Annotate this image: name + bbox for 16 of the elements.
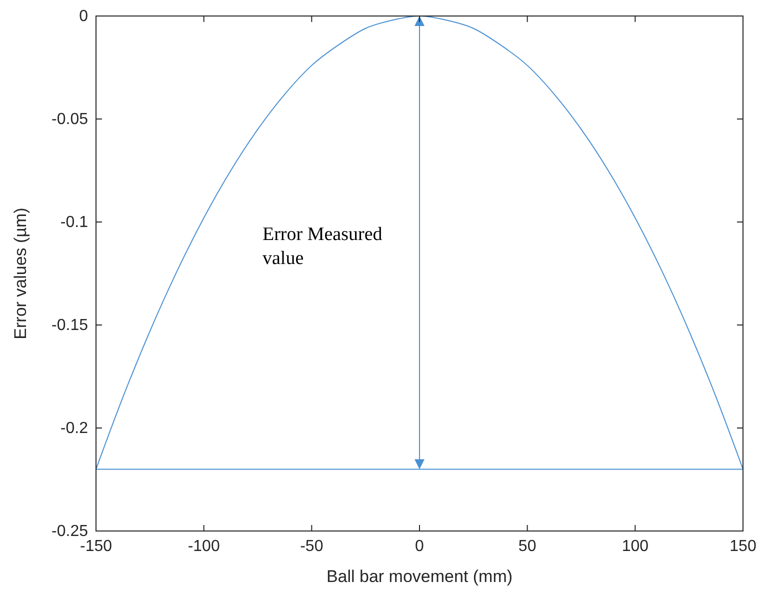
x-tick-label: 100 [622,538,649,555]
y-axis-title: Error values (µm) [11,208,30,340]
x-tick-label: 0 [415,538,424,555]
x-tick-label: -100 [188,538,220,555]
y-tick-label: -0.2 [60,420,88,437]
y-tick-label: -0.1 [60,214,88,231]
x-tick-label: 150 [730,538,756,555]
x-tick-label: -50 [300,538,324,555]
x-tick-label: 50 [518,538,536,555]
x-axis-title: Ball bar movement (mm) [326,567,513,586]
y-tick-label: -0.05 [52,111,88,128]
annotation: Error Measured value [262,224,383,269]
y-tick-label: -0.25 [52,523,88,540]
y-tick-label: 0 [79,8,88,25]
y-tick-label: -0.15 [52,317,88,334]
x-tick-label: -150 [80,538,112,555]
